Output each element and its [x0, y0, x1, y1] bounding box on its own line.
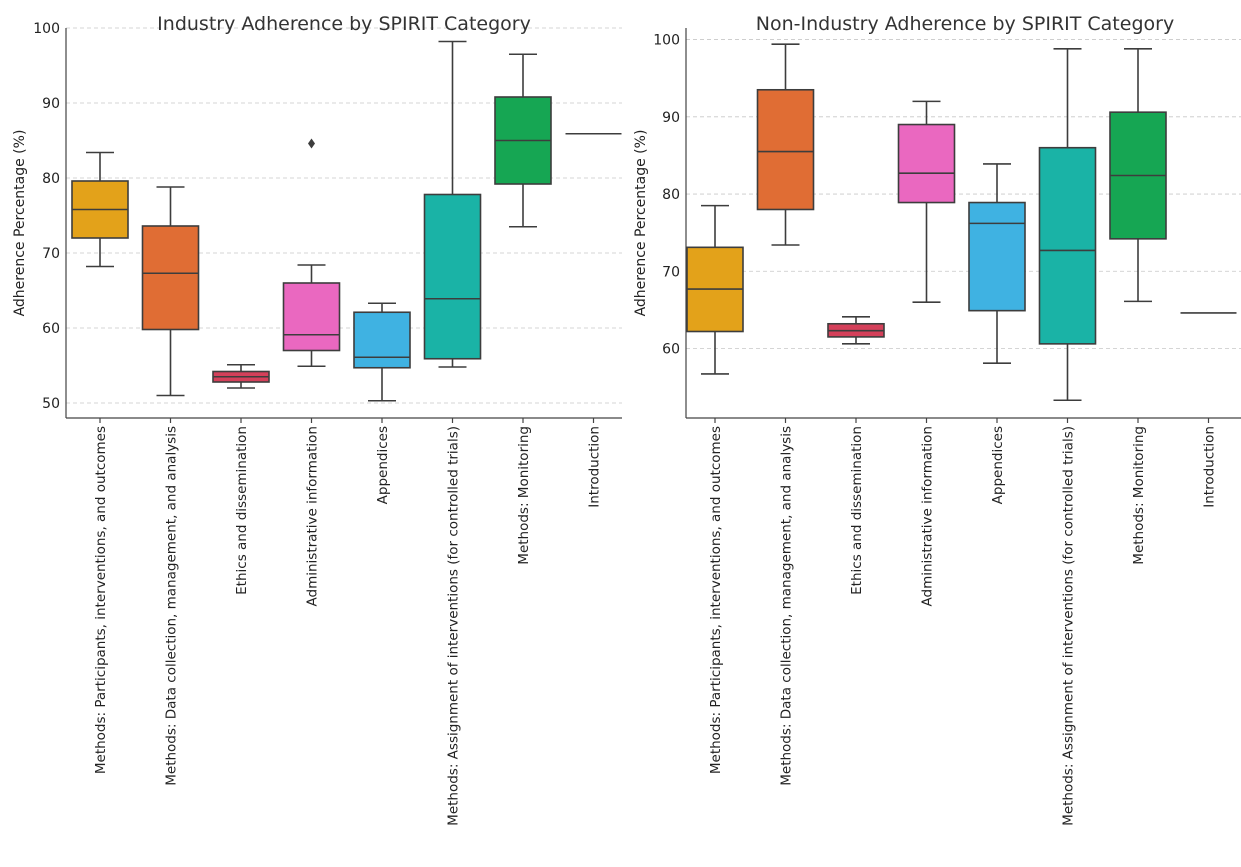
- box-iqr: [141, 225, 200, 331]
- box-iqr: [968, 201, 1026, 312]
- chart-panel-2: 60 70 80 90 100 Non-Industry Adherence by SPI…: [633, 13, 1241, 826]
- box-iqr: [897, 123, 956, 204]
- x-tick-label: Introduction: [587, 426, 603, 508]
- y-tick-label: 100: [653, 33, 680, 49]
- x-tick-label: Methods: Data collection, management, an…: [779, 426, 795, 786]
- y-tick-label: 90: [662, 110, 680, 126]
- box-1: [71, 151, 129, 268]
- box-4: [282, 138, 341, 368]
- box-5: [968, 163, 1026, 364]
- x-tick-label: Methods: Assignment of interventions (fo…: [446, 426, 462, 826]
- box-3: [827, 316, 885, 345]
- y-tick-label: 100: [33, 21, 60, 37]
- y-tick-label: 60: [42, 321, 60, 337]
- box-4: [897, 100, 956, 303]
- box-6: [1038, 48, 1097, 402]
- y-tick-label: 90: [42, 96, 60, 112]
- y-tick-label: 80: [662, 187, 680, 203]
- y-tick-label: 50: [42, 396, 60, 412]
- x-tick-label: Appendices: [990, 426, 1006, 504]
- x-tick-label: Methods: Participants, interventions, an…: [708, 426, 724, 774]
- x-tick-label: Methods: Monitoring: [1131, 426, 1147, 565]
- x-tick-label: Methods: Data collection, management, an…: [164, 426, 180, 786]
- chart-title: Non-Industry Adherence by SPIRIT Categor…: [756, 13, 1174, 35]
- y-tick-label: 70: [662, 264, 680, 280]
- x-tick-label: Methods: Participants, interventions, an…: [93, 426, 109, 774]
- x-tick-label: Introduction: [1202, 426, 1218, 508]
- x-tick-label: Administrative information: [305, 426, 321, 606]
- x-tick-label: Administrative information: [920, 426, 936, 606]
- x-tick-label: Ethics and dissemination: [234, 426, 250, 595]
- box-1: [686, 204, 744, 375]
- box-5: [353, 302, 411, 402]
- y-tick-label: 60: [662, 341, 680, 357]
- x-tick-label: Ethics and dissemination: [849, 426, 865, 595]
- y-axis-label: Adherence Percentage (%): [12, 130, 28, 317]
- y-tick-label: 70: [42, 246, 60, 262]
- box-7: [494, 53, 552, 228]
- y-tick-label: 80: [42, 171, 60, 187]
- box-iqr: [353, 311, 411, 369]
- y-axis-label: Adherence Percentage (%): [633, 130, 649, 317]
- x-tick-label: Appendices: [375, 426, 391, 504]
- box-7: [1109, 48, 1167, 303]
- chart-title: Industry Adherence by SPIRIT Category: [157, 13, 531, 35]
- box-iqr: [423, 193, 482, 360]
- box-iqr: [282, 282, 341, 352]
- box-6: [423, 40, 482, 368]
- x-tick-label: Methods: Assignment of interventions (fo…: [1061, 426, 1077, 826]
- box-3: [212, 363, 270, 389]
- box-2: [756, 43, 815, 246]
- box-iqr: [1038, 146, 1097, 345]
- chart-panel-1: 50 60 70 80 90 100 Industry Adherence by SPIRI…: [12, 13, 622, 826]
- box-2: [141, 186, 200, 397]
- x-tick-label: Methods: Monitoring: [516, 426, 532, 565]
- outlier-point: [308, 138, 315, 149]
- box-iqr: [756, 88, 815, 211]
